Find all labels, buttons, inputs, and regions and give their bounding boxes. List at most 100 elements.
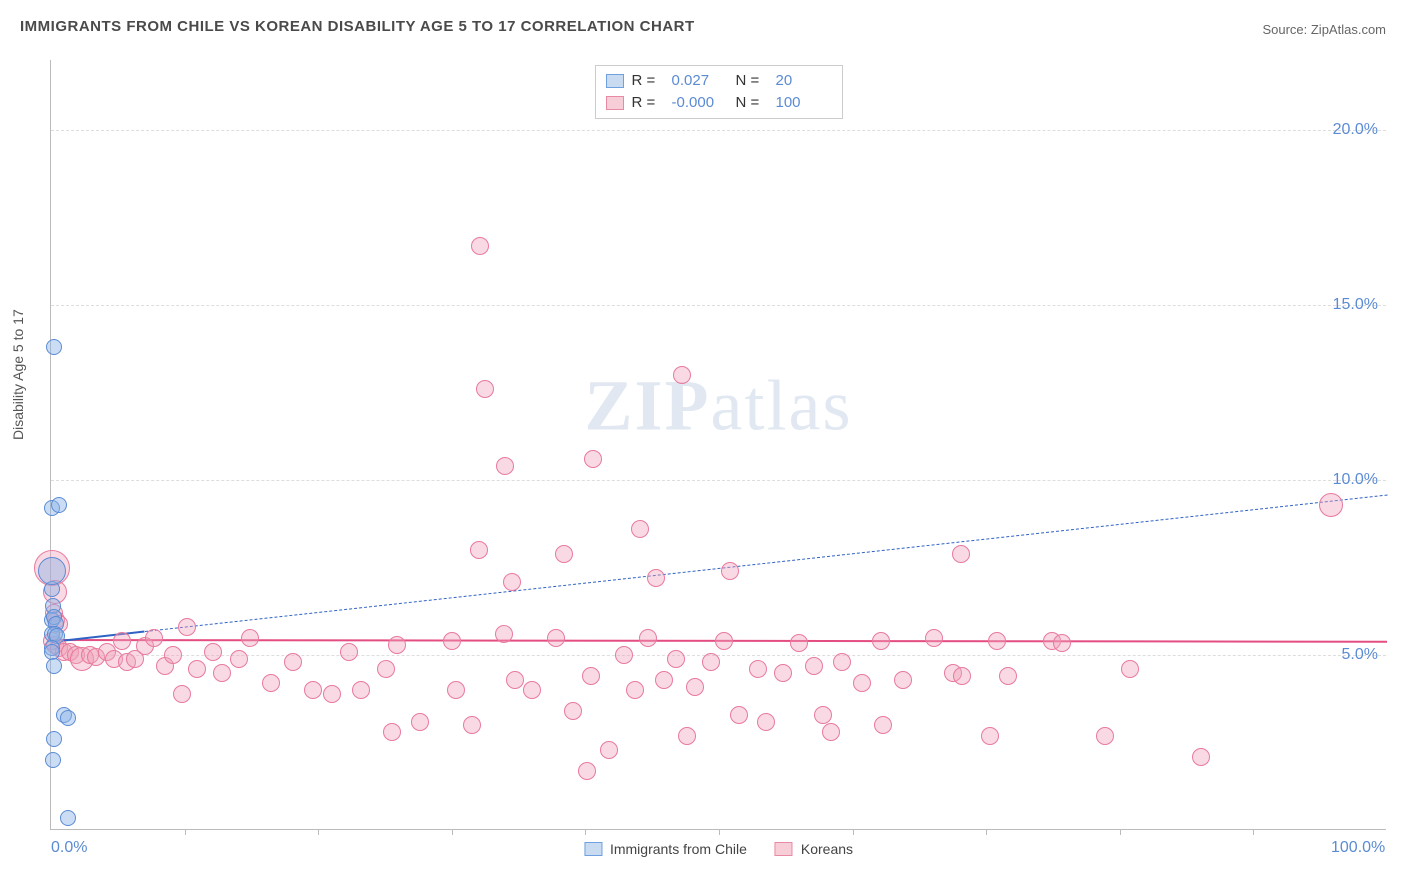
watermark-light: atlas [711, 366, 853, 446]
scatter-point-korean [213, 664, 231, 682]
legend-swatch [606, 74, 624, 88]
y-tick-label: 15.0% [1333, 296, 1378, 314]
series-legend: Immigrants from Chile Koreans [584, 841, 853, 857]
scatter-point-korean [749, 660, 767, 678]
scatter-point-korean [443, 632, 461, 650]
legend-r-label: R = [632, 92, 664, 114]
scatter-point-korean [262, 674, 280, 692]
source-label: Source: ZipAtlas.com [1262, 22, 1386, 37]
scatter-point-korean [388, 636, 406, 654]
legend-n-value: 20 [776, 70, 832, 92]
scatter-point-korean [323, 685, 341, 703]
scatter-point-korean [925, 629, 943, 647]
scatter-point-korean [1053, 634, 1071, 652]
scatter-point-korean [471, 237, 489, 255]
chart-title: IMMIGRANTS FROM CHILE VS KOREAN DISABILI… [20, 18, 695, 35]
series-legend-label: Immigrants from Chile [610, 841, 747, 857]
scatter-point-korean [615, 646, 633, 664]
legend-r-label: R = [632, 70, 664, 92]
legend-r-value: -0.000 [672, 92, 728, 114]
scatter-point-korean [463, 716, 481, 734]
scatter-point-chile [38, 557, 66, 585]
scatter-point-korean [600, 741, 618, 759]
scatter-point-korean [411, 713, 429, 731]
correlation-legend: R =0.027N =20R =-0.000N =100 [595, 65, 843, 119]
scatter-point-korean [447, 681, 465, 699]
gridline-horizontal [51, 305, 1386, 306]
scatter-point-korean [230, 650, 248, 668]
scatter-point-korean [547, 629, 565, 647]
scatter-point-korean [241, 629, 259, 647]
scatter-point-korean [564, 702, 582, 720]
scatter-point-korean [578, 762, 596, 780]
y-axis-label: Disability Age 5 to 17 [10, 309, 26, 440]
scatter-point-chile [60, 810, 76, 826]
scatter-point-korean [999, 667, 1017, 685]
scatter-point-korean [626, 681, 644, 699]
scatter-point-korean [582, 667, 600, 685]
scatter-point-korean [1121, 660, 1139, 678]
scatter-point-chile [46, 731, 62, 747]
gridline-horizontal [51, 480, 1386, 481]
scatter-point-korean [1192, 748, 1210, 766]
scatter-point-chile [45, 752, 61, 768]
gridline-horizontal [51, 130, 1386, 131]
scatter-point-korean [496, 457, 514, 475]
scatter-point-chile [51, 497, 67, 513]
scatter-point-korean [523, 681, 541, 699]
scatter-point-korean [774, 664, 792, 682]
scatter-point-korean [822, 723, 840, 741]
watermark-bold: ZIP [585, 366, 711, 446]
legend-n-label: N = [736, 92, 768, 114]
series-legend-item: Koreans [775, 841, 853, 857]
x-tick [853, 829, 854, 835]
trendline [144, 494, 1387, 631]
scatter-point-korean [702, 653, 720, 671]
scatter-point-korean [647, 569, 665, 587]
x-tick [452, 829, 453, 835]
scatter-point-korean [686, 678, 704, 696]
scatter-point-korean [721, 562, 739, 580]
scatter-point-korean [173, 685, 191, 703]
series-legend-item: Immigrants from Chile [584, 841, 747, 857]
scatter-point-korean [981, 727, 999, 745]
scatter-point-korean [814, 706, 832, 724]
scatter-point-korean [790, 634, 808, 652]
x-tick [1120, 829, 1121, 835]
scatter-point-korean [178, 618, 196, 636]
scatter-point-korean [495, 625, 513, 643]
y-tick-label: 20.0% [1333, 121, 1378, 139]
scatter-point-korean [833, 653, 851, 671]
scatter-point-korean [340, 643, 358, 661]
scatter-point-korean [678, 727, 696, 745]
scatter-point-chile [60, 710, 76, 726]
scatter-point-korean [377, 660, 395, 678]
x-tick-label: 100.0% [1331, 839, 1385, 857]
scatter-point-korean [655, 671, 673, 689]
scatter-point-korean [113, 632, 131, 650]
scatter-point-korean [639, 629, 657, 647]
scatter-point-korean [805, 657, 823, 675]
legend-swatch [606, 96, 624, 110]
legend-row: R =0.027N =20 [606, 70, 832, 92]
scatter-point-korean [894, 671, 912, 689]
x-tick [1253, 829, 1254, 835]
series-legend-label: Koreans [801, 841, 853, 857]
x-tick [986, 829, 987, 835]
y-tick-label: 5.0% [1342, 646, 1378, 664]
scatter-point-korean [304, 681, 322, 699]
scatter-point-korean [352, 681, 370, 699]
scatter-point-korean [506, 671, 524, 689]
y-tick-label: 10.0% [1333, 471, 1378, 489]
scatter-point-korean [1096, 727, 1114, 745]
scatter-point-korean [1319, 493, 1343, 517]
scatter-point-korean [853, 674, 871, 692]
scatter-point-korean [503, 573, 521, 591]
scatter-point-korean [952, 545, 970, 563]
scatter-point-korean [631, 520, 649, 538]
legend-swatch [775, 842, 793, 856]
legend-r-value: 0.027 [672, 70, 728, 92]
legend-row: R =-0.000N =100 [606, 92, 832, 114]
scatter-point-korean [673, 366, 691, 384]
scatter-point-korean [284, 653, 302, 671]
